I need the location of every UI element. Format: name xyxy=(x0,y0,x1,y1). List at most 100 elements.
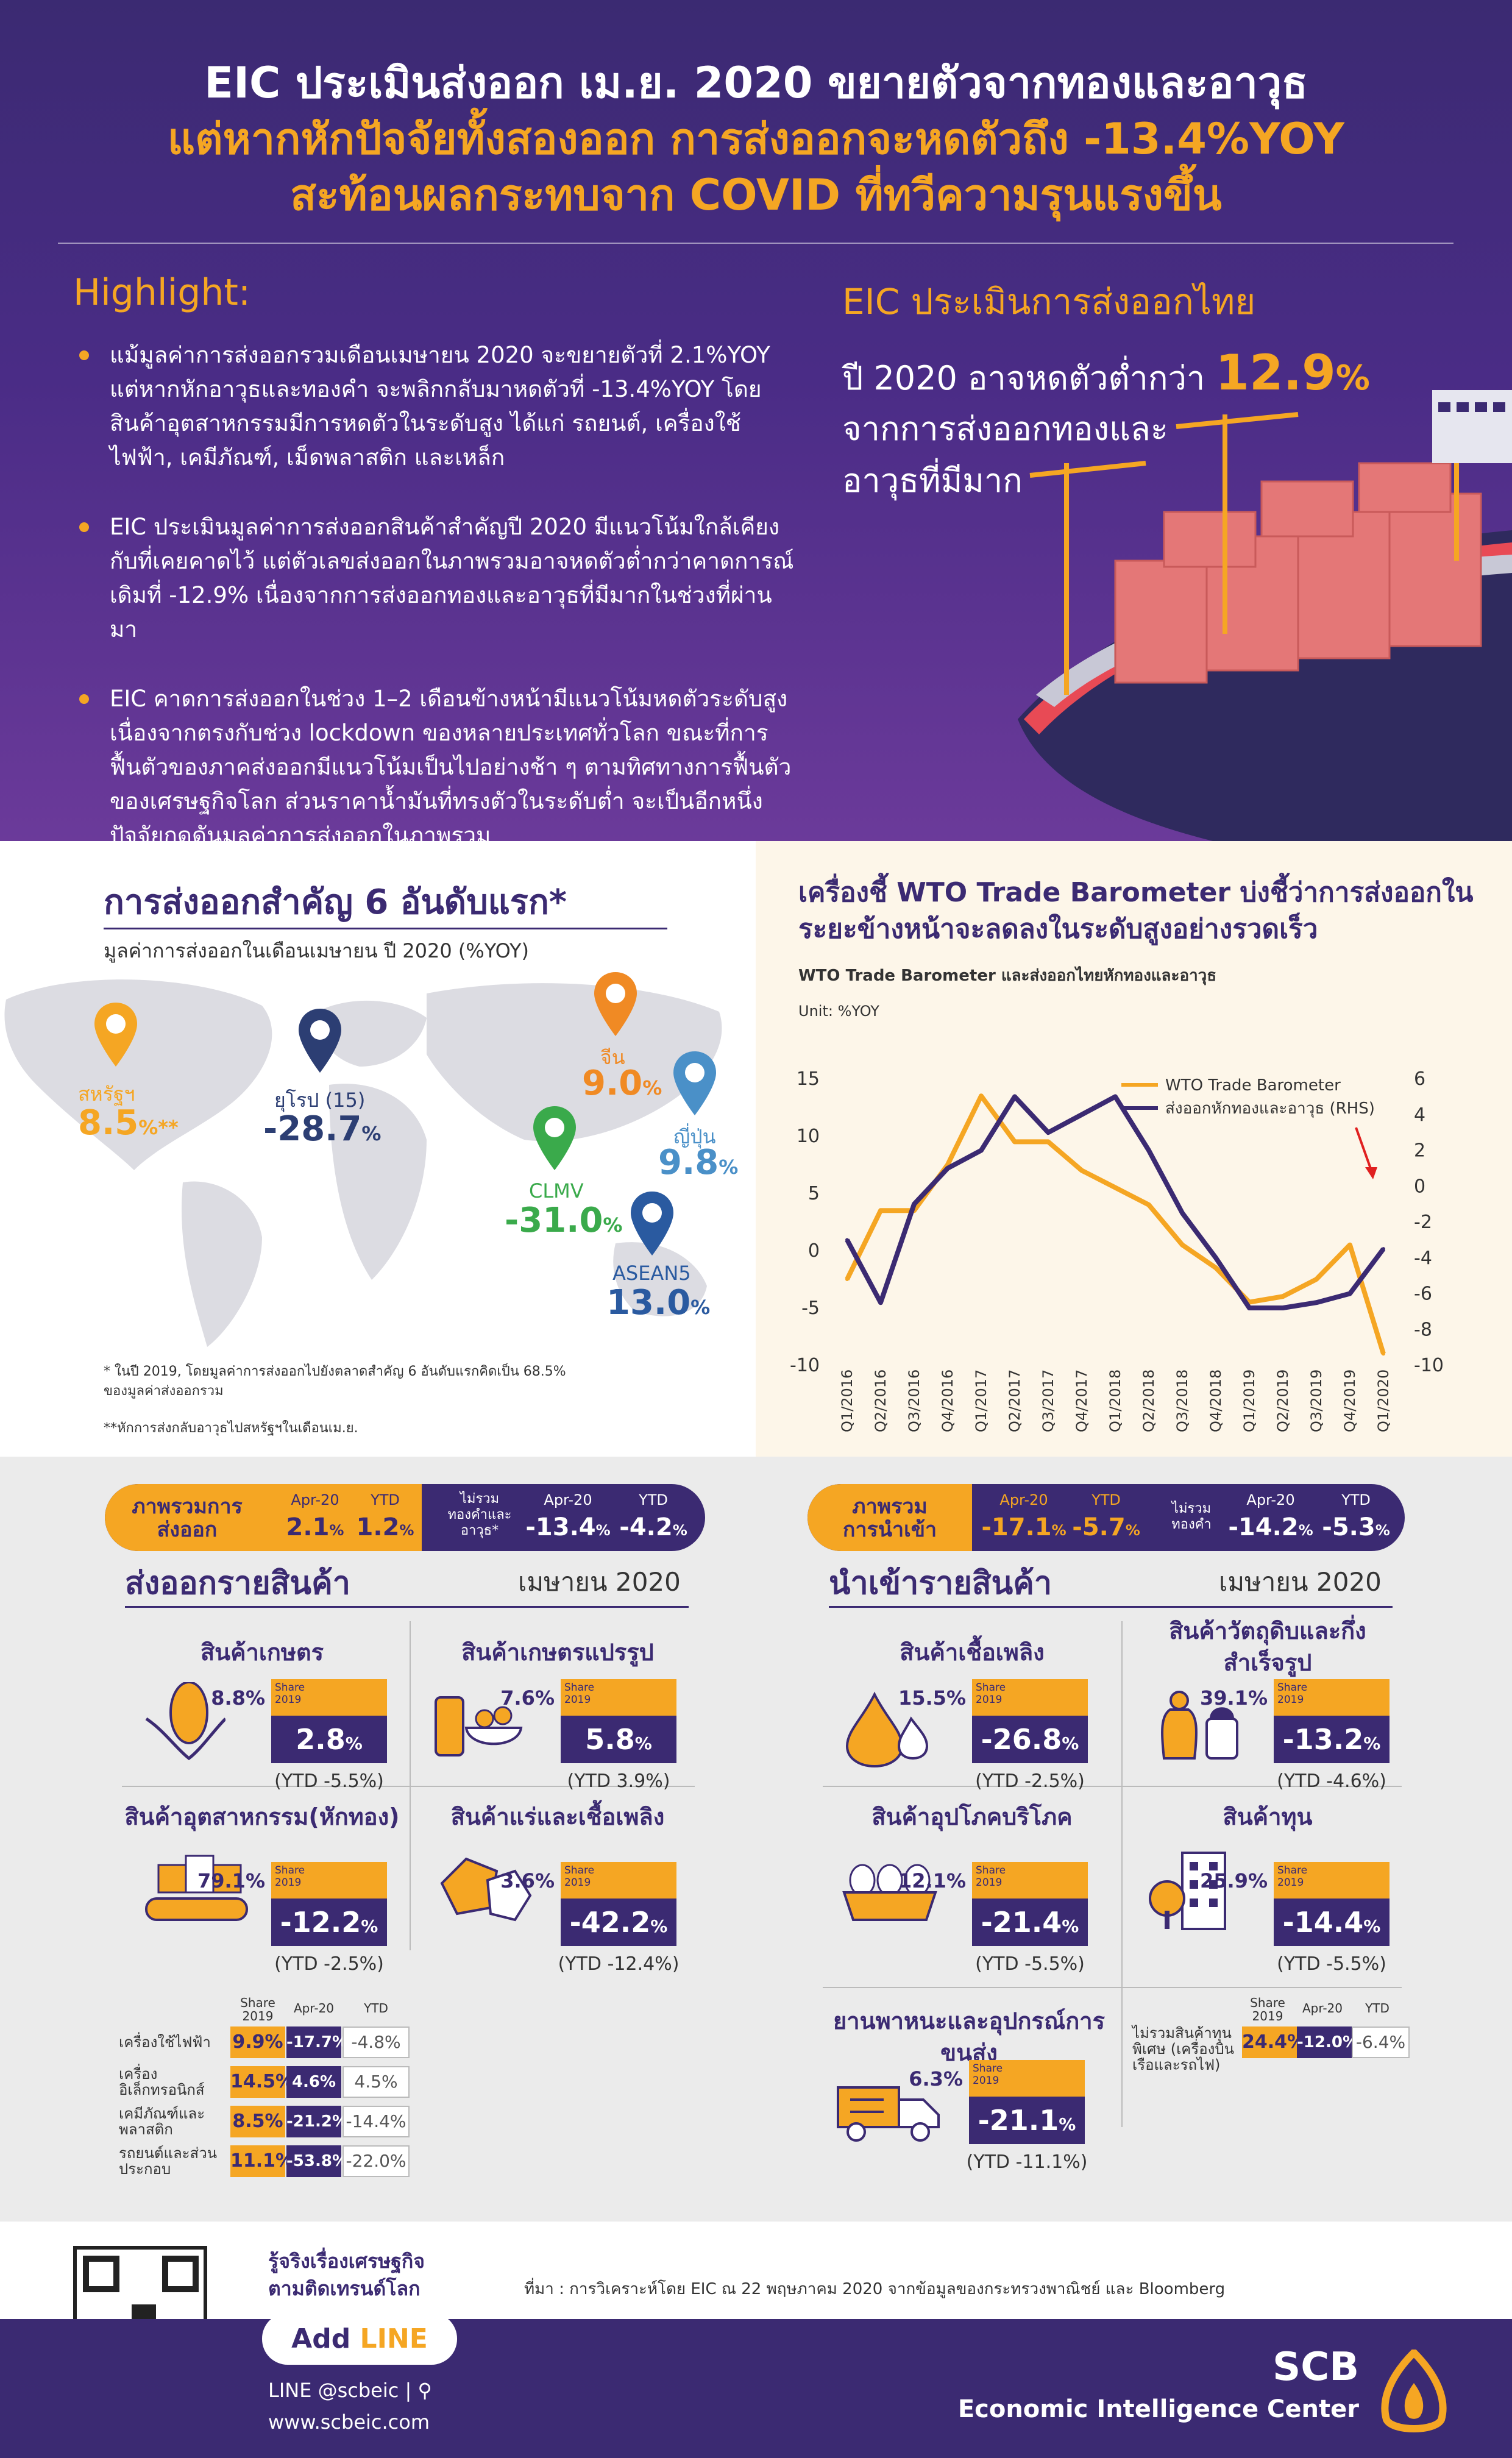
website-link[interactable]: www.scbeic.com xyxy=(268,2410,430,2434)
subgrid-h-share: Share 2019 xyxy=(1250,1995,1285,2023)
top6-section: การส่งออกสำคัญ 6 อันดับแรก* มูลค่าการส่ง… xyxy=(0,841,756,1457)
export-h2: YTD xyxy=(371,1491,400,1508)
import-cat-fuel: สินค้าเชื้อเพลิง xyxy=(900,1639,1045,1666)
subgrid-h-ytd: YTD xyxy=(364,2001,388,2016)
y-left-tick: 15 xyxy=(797,1068,820,1090)
export-u2: % xyxy=(399,1522,414,1539)
red-arrow xyxy=(1355,1127,1372,1171)
imports-section: ภาพรวมการนำเข้า Apr-20 -17.1% YTD -5.7% … xyxy=(756,1457,1512,2222)
highlight-item: EIC คาดการส่งออกในช่วง 1–2 เดือนข้างหน้า… xyxy=(79,682,798,841)
subgrid-row: เครื่องใช้ไฟฟ้า 9.9% -17.7% -4.8% xyxy=(119,2026,424,2058)
scb-logo-icon xyxy=(1381,2350,1447,2432)
import-h2: YTD xyxy=(1091,1491,1121,1508)
share-value: 8.8% xyxy=(211,1686,265,1710)
x-tick-label: Q2/2018 xyxy=(1140,1369,1157,1432)
main-value-num: 2.8 xyxy=(296,1723,346,1756)
line-id[interactable]: LINE @scbeic | ⚲ xyxy=(268,2379,432,2402)
top6-title: การส่งออกสำคัญ 6 อันดับแรก* xyxy=(104,883,567,922)
delivery-truck-icon xyxy=(837,2086,940,2142)
market-unit-china: % xyxy=(642,1076,662,1099)
export-h3: Apr-20 xyxy=(544,1491,592,1508)
main-value-num: -13.2 xyxy=(1282,1723,1364,1756)
export-v3-num: -13.4 xyxy=(525,1513,596,1541)
series-point-1 xyxy=(879,1301,882,1305)
salt-pepper-icon xyxy=(1161,1691,1238,1760)
market-name-clmv: CLMV xyxy=(529,1179,584,1202)
series-point-0 xyxy=(1147,1202,1151,1207)
top6-subtitle: มูลค่าการส่งออกในเดือนเมษายน ปี 2020 (%Y… xyxy=(104,939,530,962)
market-value-clmv: -31.0% xyxy=(505,1201,622,1240)
main-value-unit: % xyxy=(345,1733,363,1753)
footer-band xyxy=(0,2319,1512,2458)
chart-subtitle: WTO Trade Barometer และส่งออกไทยหักทองแล… xyxy=(798,967,1217,985)
series-point-0 xyxy=(1348,1243,1352,1247)
main-value-num: -21.4 xyxy=(981,1906,1062,1939)
eic-box-value: 12.9 xyxy=(1215,344,1336,401)
main-value-unit: % xyxy=(361,1916,378,1936)
series-point-1 xyxy=(1013,1095,1017,1099)
series-point-1 xyxy=(946,1166,949,1170)
main-value-num: -26.8 xyxy=(981,1723,1062,1756)
import-v1-num: -17.1 xyxy=(981,1513,1052,1541)
market-name-china: จีน xyxy=(600,1046,625,1069)
series-point-1 xyxy=(1113,1095,1117,1099)
market-value-usa-num: 8.5 xyxy=(78,1103,139,1143)
market-unit-asean5: % xyxy=(690,1296,711,1319)
series-line-0 xyxy=(845,1093,1386,1355)
market-value-japan-num: 9.8 xyxy=(658,1143,719,1182)
import-u4: % xyxy=(1375,1522,1390,1539)
x-tick-label: Q3/2019 xyxy=(1308,1369,1325,1432)
top6-note2: **หักการส่งกลับอาวุธไปสหรัฐฯในเดือนเม.ย. xyxy=(104,1421,358,1436)
import-v1: -17.1% xyxy=(978,1513,1070,1541)
building-icon xyxy=(1149,1852,1226,1930)
imports-hdivider1 xyxy=(823,1786,1402,1787)
wto-chart-section: เครื่องชี้ WTO Trade Barometer บ่งชี้ว่า… xyxy=(756,841,1512,1457)
minerals-icon xyxy=(440,1857,532,1922)
main-value: -26.8% xyxy=(972,1716,1088,1763)
import-cat-consumer: สินค้าอุปโภคบริโภค xyxy=(871,1803,1073,1830)
main-value: -14.4% xyxy=(1274,1899,1390,1946)
subgrid-ytd: -14.4% xyxy=(343,2106,410,2137)
market-value-china: 9.0% xyxy=(582,1064,662,1103)
market-unit-japan: % xyxy=(719,1156,739,1179)
export-v3: -13.4% xyxy=(525,1513,611,1541)
y-right-tick: -4 xyxy=(1414,1248,1432,1269)
usa-pin-icon xyxy=(94,1003,137,1067)
import-u1: % xyxy=(1051,1522,1067,1539)
x-tick-label: Q2/2019 xyxy=(1274,1369,1291,1432)
import-overview-label: ภาพรวมการนำเข้า xyxy=(842,1494,937,1542)
imports-month: เมษายน 2020 xyxy=(1219,1567,1382,1597)
source-note: ที่มา : การวิเคราะห์โดย EIC ณ 22 พฤษภาคม… xyxy=(524,2280,1226,2298)
share-value: 39.1% xyxy=(1199,1686,1268,1710)
x-tick-label: Q1/2017 xyxy=(973,1369,990,1432)
add-line-button[interactable]: Add LINE xyxy=(262,2313,457,2365)
eic-box-line2: จากการส่งออกทองและ xyxy=(842,410,1168,448)
headline-1: EIC ประเมินส่งออก เม.ย. 2020 ขยายตัวจากท… xyxy=(204,58,1308,108)
top6-underline xyxy=(104,928,667,929)
x-tick-label: Q1/2020 xyxy=(1375,1369,1392,1432)
subgrid-name: เคมีภัณฑ์และพลาสติก xyxy=(119,2105,205,2138)
ytd-value: (YTD -12.4%) xyxy=(558,1953,680,1975)
ytd-value: (YTD -11.1%) xyxy=(966,2151,1088,2173)
series-point-0 xyxy=(1315,1277,1318,1281)
brand-scb: SCB xyxy=(1272,2345,1359,2390)
line-label: LINE xyxy=(360,2323,428,2354)
chart-unit: Unit: %YOY xyxy=(798,1003,879,1020)
series-point-0 xyxy=(1180,1243,1184,1247)
share-value: 12.1% xyxy=(898,1869,966,1892)
footer-tagline2: ตามติดเทรนด์โลก xyxy=(268,2277,421,2300)
ytd-value: (YTD 3.9%) xyxy=(567,1771,670,1792)
line-id-text: LINE @scbeic | xyxy=(268,2379,412,2402)
y-right-tick: 2 xyxy=(1414,1140,1425,1162)
export-v2: 1.2% xyxy=(352,1513,419,1541)
main-value-unit: % xyxy=(1062,1916,1079,1936)
share-value: 15.5% xyxy=(898,1686,966,1710)
export-label2: ไม่รวมทองคำและอาวุธ* xyxy=(447,1491,512,1538)
share-label: Share 2019 xyxy=(275,1864,305,1889)
y-left-tick: -5 xyxy=(801,1298,820,1319)
market-value-usa: 8.5%** xyxy=(78,1103,179,1143)
brand-eic: Economic Intelligence Center xyxy=(957,2395,1359,2423)
imports-hdivider2 xyxy=(823,1987,1402,1988)
divider xyxy=(58,243,1453,244)
chart-title: เครื่องชี้ WTO Trade Barometer บ่งชี้ว่า… xyxy=(798,877,1474,945)
